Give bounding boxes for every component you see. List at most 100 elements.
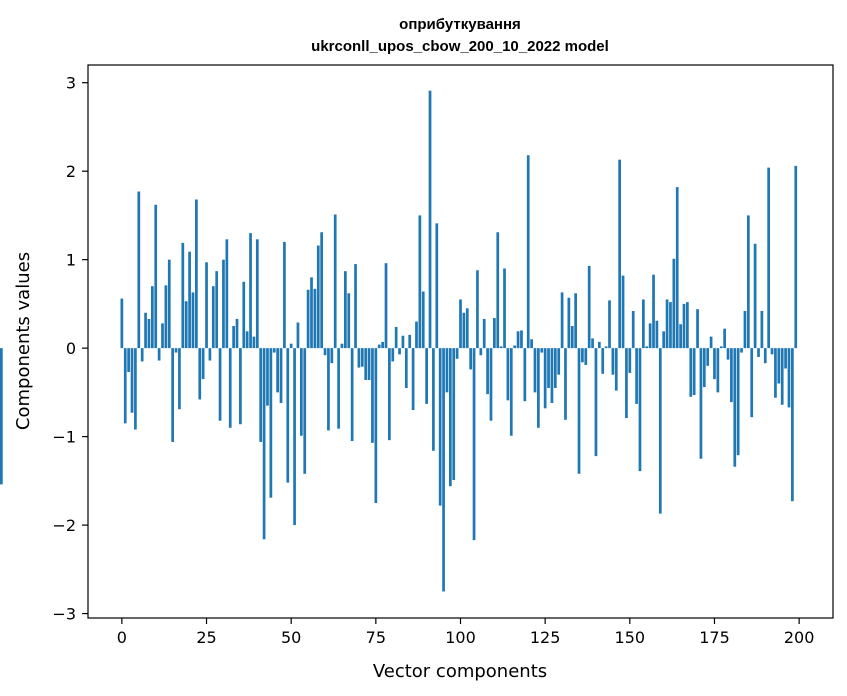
- bar-75: [374, 348, 378, 503]
- bar-154: [642, 299, 645, 349]
- bar-80: [391, 348, 395, 362]
- x-tick-label: 150: [615, 628, 646, 647]
- bar-91: [428, 90, 432, 349]
- y-tick-label: −2: [52, 516, 76, 535]
- bar-104: [472, 348, 476, 541]
- bar-176: [716, 348, 720, 393]
- bar-35: [239, 348, 242, 425]
- bar-3: [130, 348, 134, 413]
- bar-196: [784, 348, 787, 369]
- bar-1: [123, 348, 127, 424]
- bar-87: [415, 321, 418, 349]
- y-tick-label: −3: [52, 605, 76, 624]
- bar-46: [276, 348, 279, 393]
- bar-51: [293, 348, 296, 526]
- bar-59: [320, 232, 324, 349]
- bar-73: [367, 348, 371, 380]
- x-axis-ticks: 0 25 50 75 100 125 150 175 200: [117, 618, 814, 647]
- bar-185: [746, 215, 750, 349]
- bar-22: [195, 199, 198, 349]
- bar-106: [479, 348, 483, 356]
- bar-71: [360, 348, 364, 367]
- bar-88: [418, 215, 422, 349]
- bar-152: [635, 348, 638, 404]
- bar-186: [750, 348, 754, 418]
- bar-30: [222, 259, 225, 349]
- bar-146: [614, 348, 618, 391]
- bar-50: [289, 343, 293, 349]
- bar-0: [120, 298, 124, 349]
- bar-62: [330, 348, 334, 364]
- bar-147: [618, 159, 622, 349]
- bar-78: [384, 263, 388, 349]
- bar-174: [709, 336, 713, 349]
- bar-79: [388, 348, 391, 441]
- bar-39: [252, 336, 256, 349]
- bar-157: [652, 274, 655, 349]
- bar-137: [584, 348, 588, 365]
- bar-125: [543, 348, 547, 409]
- bar-145: [611, 348, 615, 375]
- chart-title-line2: ukrconll_upos_cbow_200_10_2022 model: [311, 38, 609, 55]
- bar-198: [791, 348, 794, 502]
- y-tick-label: 0: [66, 339, 76, 358]
- bar-42: [262, 348, 266, 540]
- bar-195: [780, 348, 784, 405]
- bar-113: [503, 268, 506, 349]
- bar-18: [181, 242, 185, 349]
- bar-156: [648, 323, 652, 349]
- bar-150: [628, 348, 632, 373]
- bar-119: [523, 348, 527, 402]
- bar-115: [509, 348, 513, 436]
- bar-107: [482, 318, 486, 349]
- bar-13: [164, 285, 168, 349]
- bar-94: [438, 348, 442, 506]
- bar-41: [259, 348, 263, 442]
- bar-54: [303, 348, 307, 474]
- bar-173: [706, 348, 710, 366]
- bar-81: [394, 326, 398, 349]
- bar-114: [506, 348, 510, 401]
- bar-112: [499, 346, 503, 349]
- bar-47: [279, 348, 283, 403]
- bar-48: [283, 241, 286, 349]
- bar-181: [733, 348, 737, 467]
- bar-82: [398, 348, 401, 355]
- bar-199: [794, 165, 798, 349]
- bar-43: [266, 348, 269, 406]
- bar-164: [675, 187, 679, 349]
- bar-20: [188, 251, 191, 349]
- bar-167: [686, 302, 689, 349]
- bar-96: [445, 348, 449, 393]
- bar-118: [520, 330, 523, 349]
- x-tick-label: 125: [530, 628, 561, 647]
- bar-103: [469, 348, 473, 370]
- x-tick-label: 25: [196, 628, 216, 647]
- bar-95: [442, 348, 445, 592]
- bar-99: [455, 348, 459, 359]
- bar-116: [513, 345, 517, 349]
- bar-25: [205, 262, 208, 349]
- bar-19: [184, 301, 188, 349]
- bar-192: [770, 348, 774, 355]
- bar-21: [191, 292, 195, 349]
- bar-37: [245, 331, 249, 349]
- bar-undefined: [0, 348, 3, 485]
- bar-135: [577, 348, 581, 474]
- bar-144: [608, 300, 611, 349]
- bar-122: [533, 348, 537, 393]
- bar-171: [699, 348, 703, 459]
- bar-177: [719, 346, 723, 349]
- bar-97: [448, 348, 452, 487]
- bar-17: [178, 348, 181, 410]
- bar-151: [631, 310, 635, 349]
- bar-182: [736, 348, 740, 456]
- bar-34: [235, 318, 239, 349]
- bar-136: [581, 348, 584, 363]
- x-tick-label: 50: [281, 628, 301, 647]
- bar-139: [591, 338, 594, 349]
- bar-169: [692, 348, 696, 396]
- bar-15: [171, 348, 175, 442]
- bar-110: [493, 318, 496, 349]
- bar-172: [702, 348, 706, 388]
